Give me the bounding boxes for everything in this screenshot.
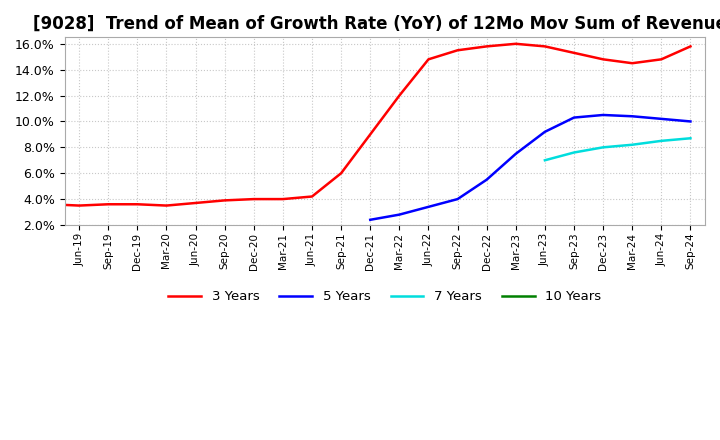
5 Years [366,217,374,223]
7 Years [657,138,666,143]
5 Years [482,177,491,182]
5 Years [454,196,462,202]
3 Years [250,196,258,202]
3 Years [511,41,520,47]
3 Years [133,202,142,207]
5 Years [628,114,636,119]
3 Years [541,44,549,49]
7 Years [599,145,608,150]
3 Years [307,194,316,199]
5 Years [511,151,520,157]
5 Years [541,129,549,135]
3 Years [279,196,287,202]
Line: 7 Years: 7 Years [545,138,690,160]
3 Years [628,61,636,66]
7 Years [570,150,578,155]
7 Years [628,142,636,147]
3 Years [75,203,84,208]
5 Years [599,112,608,117]
7 Years [541,158,549,163]
Line: 5 Years: 5 Years [370,115,690,220]
5 Years [570,115,578,120]
Line: 3 Years: 3 Years [0,44,690,209]
3 Years [104,202,112,207]
3 Years [599,57,608,62]
Legend: 3 Years, 5 Years, 7 Years, 10 Years: 3 Years, 5 Years, 7 Years, 10 Years [163,285,606,308]
3 Years [686,44,695,49]
Title: [9028]  Trend of Mean of Growth Rate (YoY) of 12Mo Mov Sum of Revenues: [9028] Trend of Mean of Growth Rate (YoY… [33,15,720,33]
3 Years [337,171,346,176]
3 Years [454,48,462,53]
3 Years [366,132,374,137]
3 Years [570,50,578,55]
5 Years [686,119,695,124]
3 Years [220,198,229,203]
3 Years [657,57,666,62]
3 Years [424,57,433,62]
3 Years [162,203,171,208]
5 Years [395,212,404,217]
7 Years [686,136,695,141]
5 Years [424,204,433,209]
3 Years [192,200,200,205]
3 Years [395,93,404,98]
3 Years [46,202,55,207]
3 Years [17,199,25,204]
5 Years [657,116,666,121]
3 Years [482,44,491,49]
